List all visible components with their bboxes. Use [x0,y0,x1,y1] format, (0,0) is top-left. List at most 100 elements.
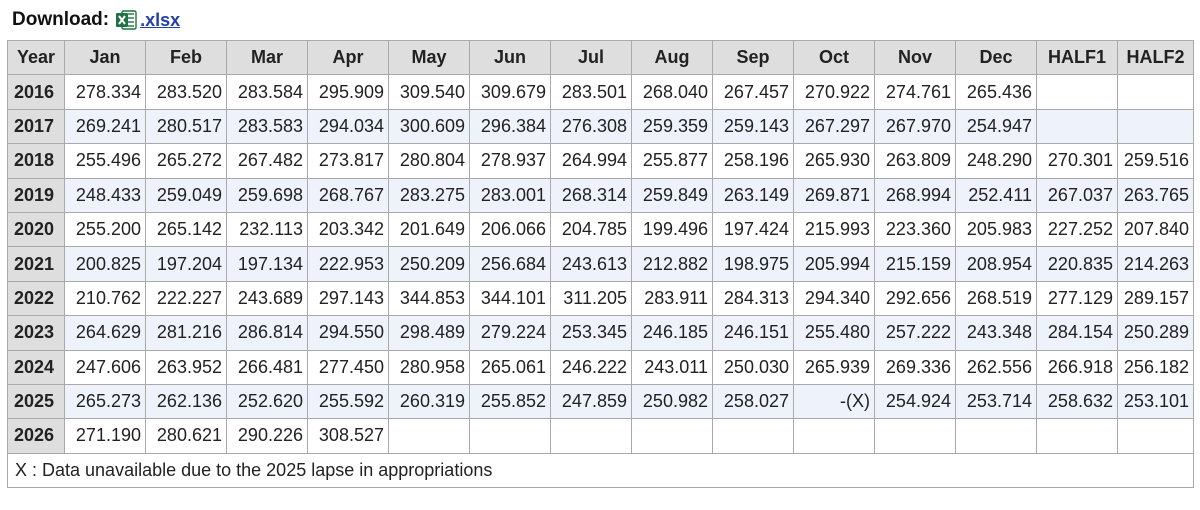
table-cell: 271.190 [64,418,146,454]
row-year-header: 2017 [7,108,65,145]
table-cell: 257.222 [874,315,956,351]
table-cell: 243.011 [631,349,713,385]
column-header-oct: Oct [793,39,875,76]
table-cell: 283.501 [550,74,632,110]
row-year-header: 2018 [7,143,65,179]
table-cell: 260.319 [388,383,470,420]
table-cell: 255.877 [631,143,713,179]
table-cell: 256.684 [469,246,551,282]
table-cell: 265.061 [469,349,551,385]
table-cell: 278.937 [469,143,551,179]
table-cell: 205.983 [955,211,1037,248]
table-cell: 201.649 [388,211,470,248]
table-cell: 262.556 [955,349,1037,385]
table-cell: 268.767 [307,177,389,213]
table-cell [550,418,632,454]
table-cell: 197.424 [712,211,794,248]
table-cell: 264.629 [64,315,146,351]
table-cell: 259.143 [712,108,794,145]
table-cell [1117,108,1194,145]
row-year-header: 2025 [7,383,65,420]
xlsx-download-link[interactable]: .xlsx [140,9,181,30]
table-cell: 255.200 [64,211,146,248]
column-header-dec: Dec [955,39,1037,76]
table-body: 2016 278.334 283.520 283.584 295.909 309.540 3… [7,74,1194,489]
table-cell: 283.583 [226,108,308,145]
footnote-row: X : Data unavailable due to the 2025 lap… [7,452,1194,489]
table-cell: 290.226 [226,418,308,454]
table-cell: 246.222 [550,349,632,385]
column-header-sep: Sep [712,39,794,76]
table-cell: 254.924 [874,383,956,420]
table-cell: 212.882 [631,246,713,282]
table-cell: 246.185 [631,315,713,351]
table-cell [955,418,1037,454]
row-year-header: 2020 [7,211,65,248]
table-cell: 270.922 [793,74,875,110]
table-row: 2024 247.606 263.952 266.481 277.450 280.958 2… [7,349,1194,385]
column-header-jul: Jul [550,39,632,76]
table-cell: 265.436 [955,74,1037,110]
table-cell: 300.609 [388,108,470,145]
row-year-header: 2021 [7,246,65,282]
table-cell: 267.457 [712,74,794,110]
table-cell: 250.030 [712,349,794,385]
table-cell: 255.480 [793,315,875,351]
table-cell: 247.859 [550,383,632,420]
column-header-year: Year [7,39,65,76]
excel-file-icon[interactable] [115,9,137,31]
column-header-apr: Apr [307,39,389,76]
table-cell: 268.040 [631,74,713,110]
table-cell: 259.359 [631,108,713,145]
table-row: 2019 248.433 259.049 259.698 268.767 283.275 2… [7,177,1194,213]
table-cell: 252.411 [955,177,1037,213]
table-cell: 255.496 [64,143,146,179]
table-cell [1036,108,1118,145]
table-cell: 263.809 [874,143,956,179]
table-cell: 232.113 [226,211,308,248]
table-cell: 284.154 [1036,315,1118,351]
column-header-jan: Jan [64,39,146,76]
row-year-header: 2024 [7,349,65,385]
table-cell: 277.450 [307,349,389,385]
table-header: Year Jan Feb Mar Apr May Jun Jul Aug Sep Oct Nov Dec… [7,39,1194,76]
table-cell: 266.918 [1036,349,1118,385]
table-cell: 265.142 [145,211,227,248]
table-cell [469,418,551,454]
table-cell: 280.621 [145,418,227,454]
table-cell [874,418,956,454]
table-cell: 344.853 [388,280,470,317]
table-cell: 255.592 [307,383,389,420]
table-cell: 292.656 [874,280,956,317]
table-cell: 197.204 [145,246,227,282]
table-cell: 297.143 [307,280,389,317]
table-cell: 263.765 [1117,177,1194,213]
table-cell: 205.994 [793,246,875,282]
table-cell: 259.698 [226,177,308,213]
table-cell: 276.308 [550,108,632,145]
table-cell: 256.182 [1117,349,1194,385]
table-row: 2021 200.825 197.204 197.134 222.953 250.209 2… [7,246,1194,282]
table-cell: 268.519 [955,280,1037,317]
table-cell: 311.205 [550,280,632,317]
table-cell: 246.151 [712,315,794,351]
table-cell: 206.066 [469,211,551,248]
table-cell: 265.272 [145,143,227,179]
table-cell: 253.714 [955,383,1037,420]
table-cell: 274.761 [874,74,956,110]
table-cell: 262.136 [145,383,227,420]
table-cell: 250.209 [388,246,470,282]
column-header-feb: Feb [145,39,227,76]
table-cell: 223.360 [874,211,956,248]
table-cell: 255.852 [469,383,551,420]
table-cell: 199.496 [631,211,713,248]
table-cell: 283.584 [226,74,308,110]
table-cell [631,418,713,454]
table-cell: 309.679 [469,74,551,110]
table-cell: 298.489 [388,315,470,351]
table-cell: 267.970 [874,108,956,145]
table-row: 2020 255.200 265.142 232.113 203.342 201.649 2… [7,211,1194,248]
table-row: 2018 255.496 265.272 267.482 273.817 280.804 2… [7,143,1194,179]
table-cell: 263.952 [145,349,227,385]
table-cell: 258.632 [1036,383,1118,420]
